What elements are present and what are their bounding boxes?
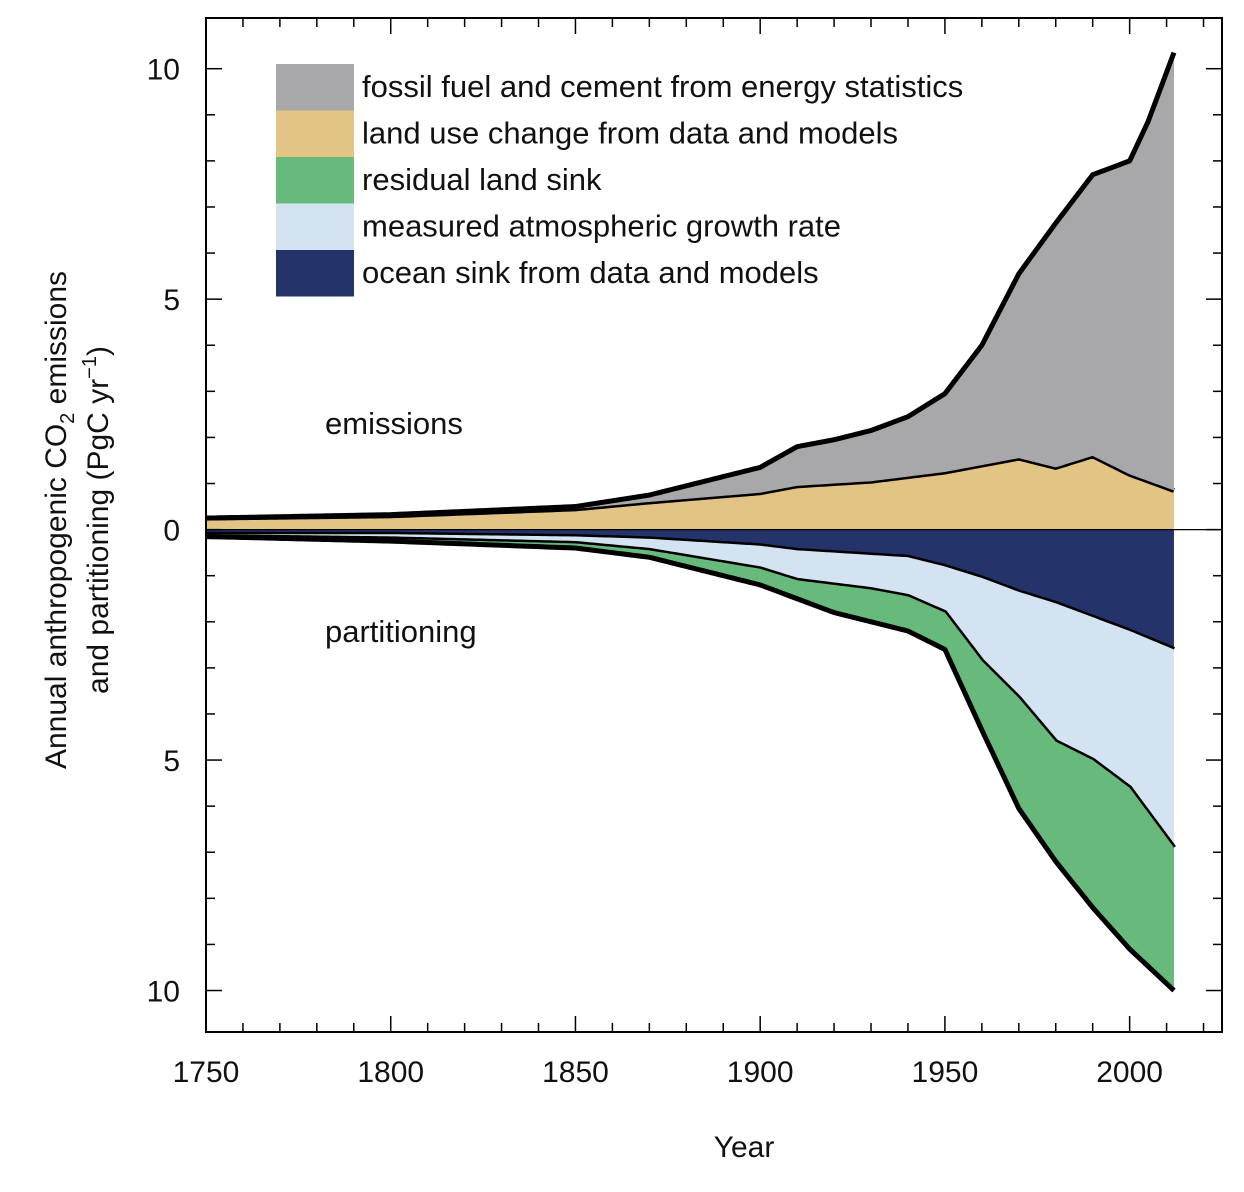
partitioning-label: partitioning: [325, 614, 477, 649]
legend-label: fossil fuel and cement from energy stati…: [362, 69, 963, 104]
legend-label: measured atmospheric growth rate: [362, 209, 841, 244]
legend-swatch: [276, 64, 354, 111]
x-tick-label: 1800: [357, 1056, 424, 1089]
legend-swatch: [276, 203, 354, 250]
legend-swatch: [276, 250, 354, 297]
y-tick-label: 5: [163, 745, 180, 778]
y-axis-title-line2: and partitioning (PgC yr−1): [79, 346, 115, 694]
legend-swatch: [276, 110, 354, 157]
legend-label: land use change from data and models: [362, 116, 898, 151]
ticks-layer: 1750 1800 1850 1900 1950 2000 10 5 0 5 10: [147, 18, 1222, 1089]
legend-swatch: [276, 157, 354, 204]
y-tick-label: 0: [163, 515, 180, 548]
y-tick-label: 10: [147, 976, 180, 1009]
boundary-fossil-fuel: [205, 51, 1177, 521]
plot-frame: [205, 17, 1223, 1033]
area-ocean-sink: [206, 529, 1174, 650]
legend: fossil fuel and cement from energy stati…: [276, 64, 963, 297]
x-tick-label: 1900: [727, 1056, 794, 1089]
y-tick-label: 10: [147, 54, 180, 87]
boundary-residual-land: [205, 534, 1176, 993]
x-axis-title: Year: [714, 1131, 775, 1164]
emissions-label: emissions: [325, 406, 463, 441]
x-tick-label: 1850: [542, 1056, 609, 1089]
y-axis-title-line1: Annual anthropogenic CO2 emissions: [40, 271, 79, 769]
x-tick-label: 2000: [1096, 1056, 1163, 1089]
legend-label: residual land sink: [362, 162, 602, 197]
x-tick-label: 1750: [173, 1056, 240, 1089]
x-tick-label: 1950: [912, 1056, 979, 1089]
areas-layer: [205, 51, 1177, 993]
y-axis-title: Annual anthropogenic CO2 emissions and p…: [40, 271, 115, 769]
y-tick-label: 5: [163, 284, 180, 317]
legend-label: ocean sink from data and models: [362, 255, 819, 290]
